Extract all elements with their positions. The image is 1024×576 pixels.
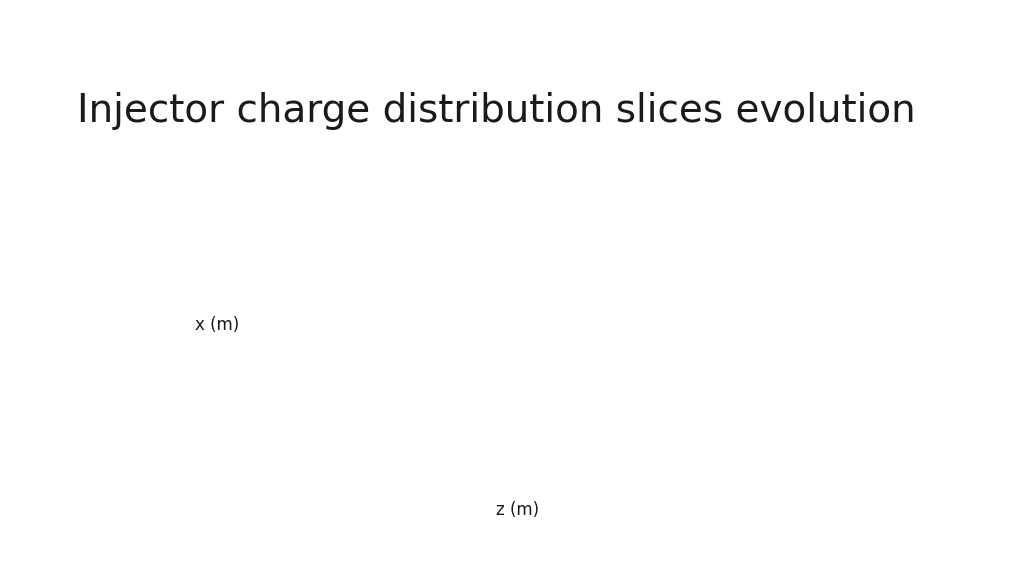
Text: z (m): z (m) [496,501,539,519]
Text: Injector charge distribution slices evolution: Injector charge distribution slices evol… [77,92,915,130]
Text: x (m): x (m) [195,316,239,335]
